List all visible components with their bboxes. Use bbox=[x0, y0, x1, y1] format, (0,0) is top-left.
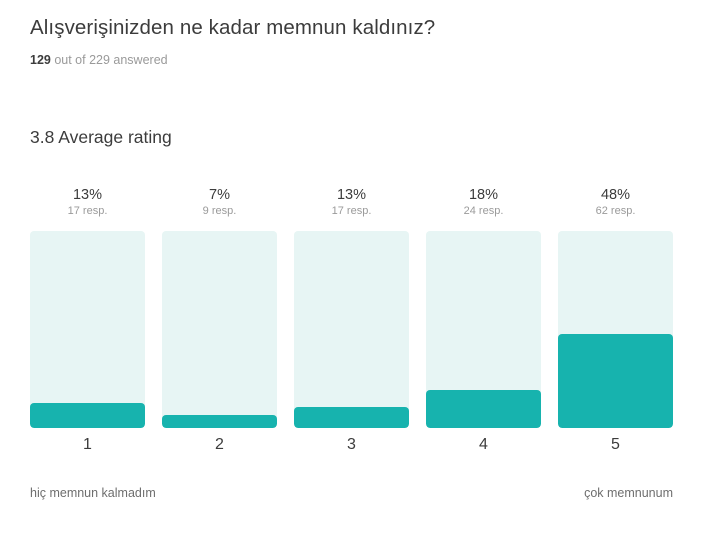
bar-fill-3 bbox=[294, 407, 409, 428]
bar-track-3 bbox=[294, 231, 409, 428]
bar-response-label: 9 resp. bbox=[202, 205, 237, 217]
bar-fill-5 bbox=[558, 334, 673, 428]
bar-track-1 bbox=[30, 231, 145, 428]
bar-axis-label-1: 1 bbox=[83, 436, 92, 453]
answered-summary: 129 out of 229 answered bbox=[30, 53, 168, 67]
bar-track-4 bbox=[426, 231, 541, 428]
bar-group-5: 48% 62 resp. 5 bbox=[558, 186, 673, 486]
bar-response-label: 17 resp. bbox=[67, 205, 108, 217]
bar-group-2: 7% 9 resp. 2 bbox=[162, 186, 277, 486]
bar-axis-label-4: 4 bbox=[479, 436, 488, 453]
bar-stats-5: 48% 62 resp. bbox=[558, 186, 673, 219]
bar-stats-2: 7% 9 resp. bbox=[162, 186, 277, 219]
bar-axis-label-5: 5 bbox=[611, 436, 620, 453]
bar-percent-label: 18% bbox=[468, 187, 499, 203]
bar-track-5 bbox=[558, 231, 673, 428]
bar-fill-4 bbox=[426, 390, 541, 428]
bar-response-label: 17 resp. bbox=[331, 205, 372, 217]
bar-percent-label: 7% bbox=[209, 187, 230, 203]
bar-group-3: 13% 17 resp. 3 bbox=[294, 186, 409, 486]
scale-low-caption: hiç memnun kalmadım bbox=[30, 486, 156, 500]
bar-response-label: 24 resp. bbox=[463, 205, 504, 217]
bar-percent-label: 13% bbox=[336, 187, 367, 203]
bar-fill-2 bbox=[162, 415, 277, 428]
bar-stats-3: 13% 17 resp. bbox=[294, 186, 409, 219]
bar-track-2 bbox=[162, 231, 277, 428]
rating-bar-chart: 13% 17 resp. 1 7% 9 resp. 2 13% 17 resp. bbox=[30, 186, 673, 486]
bar-response-label: 62 resp. bbox=[595, 205, 636, 217]
bar-axis-label-3: 3 bbox=[347, 436, 356, 453]
bar-percent-label: 13% bbox=[72, 187, 103, 203]
scale-high-caption: çok memnunum bbox=[584, 486, 673, 500]
average-rating-label: 3.8 Average rating bbox=[30, 127, 172, 147]
bar-group-1: 13% 17 resp. 1 bbox=[30, 186, 145, 486]
bar-stats-1: 13% 17 resp. bbox=[30, 186, 145, 219]
answered-total-text: out of 229 answered bbox=[50, 53, 168, 67]
bar-percent-label: 48% bbox=[600, 187, 631, 203]
bar-stats-4: 18% 24 resp. bbox=[426, 186, 541, 219]
bar-group-4: 18% 24 resp. 4 bbox=[426, 186, 541, 486]
answered-count: 129 bbox=[30, 53, 51, 67]
bar-fill-1 bbox=[30, 403, 145, 428]
bar-axis-label-2: 2 bbox=[215, 436, 224, 453]
page-title: Alışverişinizden ne kadar memnun kaldını… bbox=[30, 16, 436, 39]
